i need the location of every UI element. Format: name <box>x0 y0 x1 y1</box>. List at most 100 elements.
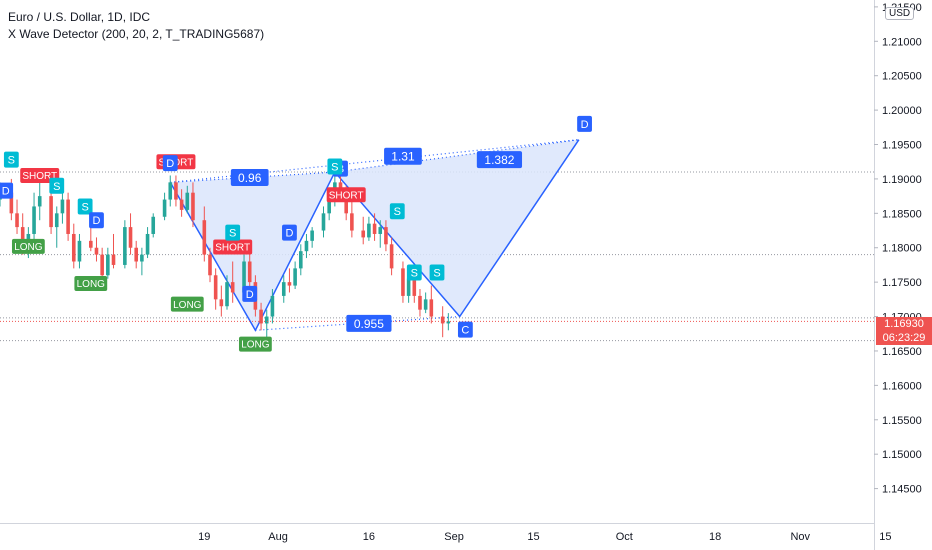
candle-body <box>350 213 354 231</box>
signal-d-label-bg <box>162 155 178 172</box>
ratio-label: 1.382 <box>484 153 514 167</box>
x-tick-label: Oct <box>616 531 633 543</box>
candle-body <box>242 261 246 293</box>
ratio-label: 0.955 <box>354 317 384 331</box>
candle-body <box>219 299 224 307</box>
ratio-label: 1.31 <box>391 150 415 164</box>
y-tick-label: 1.18500 <box>882 208 922 220</box>
candle-body <box>293 268 297 286</box>
ratio-label: 0.96 <box>238 171 262 185</box>
pattern-point-label: C <box>461 325 469 337</box>
candle-body <box>247 261 252 283</box>
signal-d-label: D <box>2 186 10 198</box>
candle-body <box>446 321 451 324</box>
candle-body <box>111 254 116 265</box>
short-signal-label-bg <box>213 239 253 255</box>
signal-d-label: D <box>93 215 101 227</box>
pattern-triangle-bcd <box>334 139 579 317</box>
candle-body <box>304 240 309 252</box>
signal-d-label: D <box>246 289 254 301</box>
signal-d-label-bg <box>242 285 258 302</box>
candle-body <box>37 196 42 207</box>
candle-body <box>230 282 235 293</box>
y-tick-label: 1.20000 <box>882 105 922 117</box>
candle-body <box>185 192 190 210</box>
candle-body <box>9 192 14 214</box>
candle-body <box>321 213 326 231</box>
y-tick-label: 1.18000 <box>882 243 922 255</box>
x-tick-label: 16 <box>363 531 375 543</box>
ratio-label-bg <box>346 314 392 332</box>
candle-body <box>49 196 53 228</box>
currency-badge[interactable]: USD <box>885 7 915 20</box>
candle-body <box>145 233 150 255</box>
candle-body <box>174 182 178 200</box>
candle-body <box>162 199 167 217</box>
candle-body <box>264 316 269 324</box>
signal-d-label-bg <box>0 182 14 199</box>
candle-body <box>412 278 417 296</box>
y-tick-label: 1.19500 <box>882 140 922 152</box>
candle-body <box>202 220 207 255</box>
signal-s-label-bg <box>429 264 445 281</box>
candle-body <box>384 227 388 245</box>
candle-body <box>60 199 65 214</box>
candle-body <box>259 309 263 324</box>
y-tick-label: 1.14500 <box>882 484 922 496</box>
signal-s-label: S <box>53 181 60 193</box>
signal-d-label-bg <box>89 212 104 229</box>
candle-body <box>361 230 366 238</box>
signal-s-label: S <box>394 206 401 218</box>
long-signal-label-bg <box>11 238 45 254</box>
long-signal-label: LONG <box>14 242 43 253</box>
candle-body <box>213 275 218 300</box>
candle-body <box>225 282 229 307</box>
candle-body <box>151 216 156 234</box>
y-tick-label: 1.16000 <box>882 380 922 392</box>
pattern-point-label-bg <box>457 321 473 338</box>
signal-s-label: S <box>411 267 418 279</box>
y-tick-label: 1.15000 <box>882 449 922 461</box>
y-tick-label: 1.17500 <box>882 277 922 289</box>
x-tick-label: Aug <box>268 531 288 543</box>
candle-body <box>378 227 383 234</box>
signal-s-label: S <box>229 228 236 240</box>
signal-s-label: S <box>8 155 15 167</box>
candle-body <box>77 240 82 262</box>
signal-s-label-bg <box>3 151 19 168</box>
candle-body <box>406 278 411 296</box>
chart-symbol-title: Euro / U.S. Dollar, 1D, IDC <box>8 10 151 24</box>
candle-body <box>440 316 445 324</box>
candle-body <box>94 247 99 255</box>
candle-body <box>140 254 144 262</box>
ratio-label-bg <box>476 151 523 169</box>
candle-body <box>71 233 76 262</box>
pattern-triangle-xab <box>170 172 335 331</box>
candle-body <box>128 227 133 248</box>
x-tick-label: Sep <box>444 531 464 543</box>
signal-s-label-bg <box>77 198 93 215</box>
short-signal-label: SHORT <box>22 171 57 182</box>
long-signal-label-bg <box>238 336 272 352</box>
long-signal-label-bg <box>170 296 204 312</box>
candle-body <box>418 295 422 310</box>
candle-body <box>32 206 36 234</box>
signal-s-label-bg <box>327 158 343 175</box>
y-tick-label: 1.19000 <box>882 174 922 186</box>
signal-d-label: D <box>166 158 174 170</box>
y-tick-label: 1.16500 <box>882 346 922 358</box>
long-signal-label: LONG <box>173 300 202 311</box>
candle-body <box>15 213 19 228</box>
pattern-point-label-bg <box>577 115 592 132</box>
long-signal-label-bg <box>74 276 108 292</box>
y-tick-label: 1.20500 <box>882 71 922 83</box>
signal-s-label: S <box>433 267 440 279</box>
short-signal-label-bg <box>326 187 366 203</box>
candle-body <box>54 213 59 228</box>
candle-body <box>191 192 195 221</box>
ratio-label-bg <box>230 169 269 187</box>
bar-countdown: 06:23:29 <box>876 331 932 345</box>
candle-body <box>372 223 377 234</box>
candle-body <box>66 199 70 234</box>
